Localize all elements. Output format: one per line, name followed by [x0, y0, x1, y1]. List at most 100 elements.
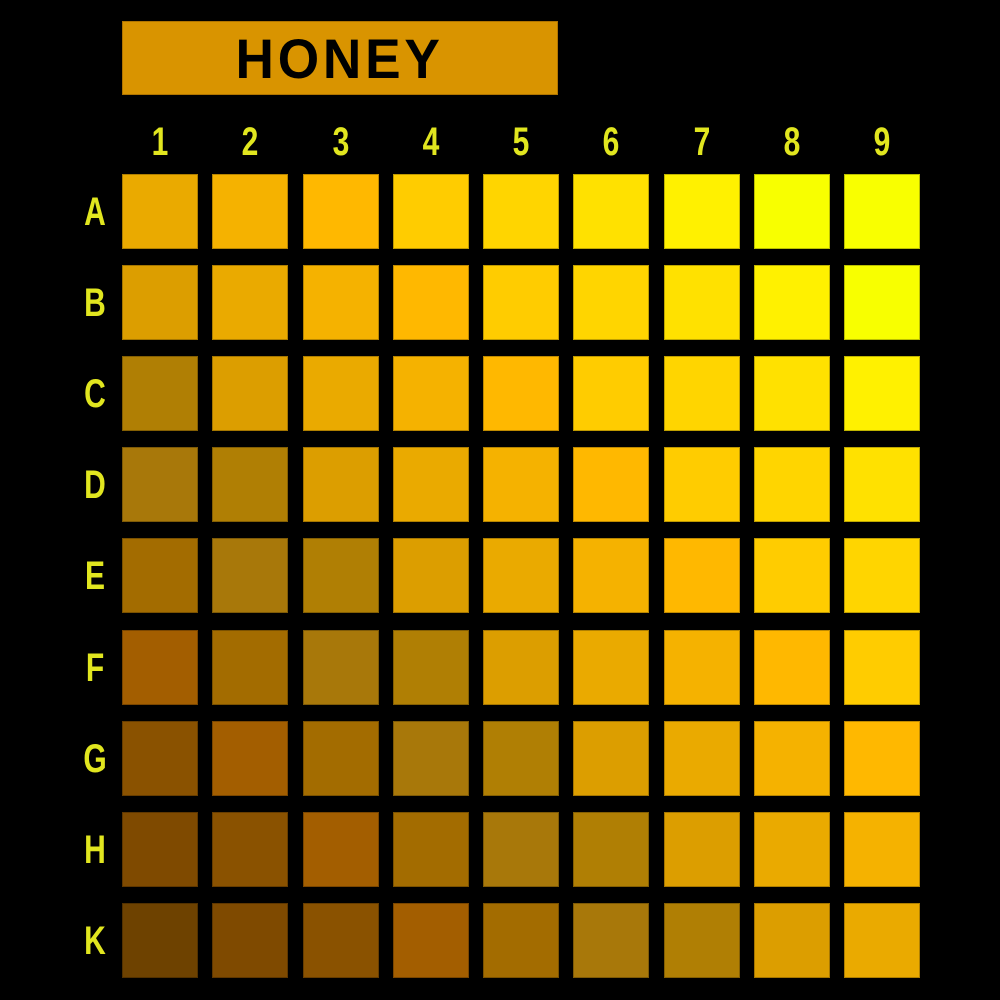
color-swatch-H5	[483, 811, 559, 887]
color-swatch-G3	[302, 720, 379, 796]
color-swatch-F9	[844, 629, 920, 705]
color-swatch-A4	[392, 174, 469, 249]
color-swatch-D4	[392, 447, 469, 523]
color-swatch-F5	[483, 629, 559, 705]
color-swatch-G4	[392, 720, 469, 796]
column-label: 4	[422, 120, 440, 164]
color-swatch-H9	[844, 811, 920, 887]
color-swatch-A2	[212, 174, 289, 249]
color-swatch-F3	[302, 629, 379, 705]
color-swatch-C9	[844, 356, 920, 432]
column-label: 1	[151, 120, 169, 164]
color-swatch-H8	[753, 811, 830, 887]
color-swatch-A3	[302, 174, 379, 249]
color-swatch-B7	[663, 265, 740, 341]
row-label: K	[84, 918, 106, 963]
chart-title: HONEY	[235, 26, 445, 90]
column-label: 3	[332, 120, 349, 164]
column-label: 2	[241, 120, 259, 164]
color-swatch-D5	[483, 447, 559, 523]
color-swatch-K5	[483, 902, 559, 978]
color-swatch-C4	[392, 356, 469, 432]
color-swatch-C8	[753, 356, 830, 432]
color-swatch-F6	[573, 629, 650, 705]
color-swatch-B2	[212, 265, 289, 341]
color-swatch-F7	[663, 629, 740, 705]
color-swatch-D3	[302, 447, 379, 523]
color-swatch-H3	[302, 811, 379, 887]
color-swatch-E3	[302, 538, 379, 614]
color-swatch-K8	[753, 902, 830, 978]
color-swatch-H2	[212, 811, 289, 887]
color-swatch-F1	[122, 629, 198, 705]
color-swatch-B9	[844, 265, 920, 341]
color-swatch-G1	[122, 720, 198, 796]
color-swatch-H7	[663, 811, 740, 887]
color-swatch-C7	[663, 356, 740, 432]
color-swatch-E4	[392, 538, 469, 614]
color-swatch-B1	[122, 265, 198, 341]
color-swatch-H1	[122, 811, 198, 887]
column-label: 6	[602, 120, 620, 164]
color-swatch-E8	[753, 538, 830, 614]
color-swatch-K3	[302, 902, 379, 978]
color-swatch-H6	[573, 811, 650, 887]
color-swatch-F8	[753, 629, 830, 705]
color-swatch-D9	[844, 447, 920, 523]
color-swatch-K7	[663, 902, 740, 978]
color-swatch-F4	[392, 629, 469, 705]
color-swatch-G7	[663, 720, 740, 796]
color-swatch-D6	[573, 447, 650, 523]
color-swatch-B3	[302, 265, 379, 341]
color-swatch-C6	[573, 356, 650, 432]
color-swatch-K4	[392, 902, 469, 978]
color-swatch-B8	[753, 265, 830, 341]
row-label: H	[84, 827, 106, 872]
color-swatch-G6	[573, 720, 650, 796]
color-swatch-E5	[483, 538, 559, 614]
color-swatch-D8	[753, 447, 830, 523]
color-swatch-F2	[212, 629, 289, 705]
row-label: D	[84, 463, 106, 508]
color-swatch-E1	[122, 538, 198, 614]
color-swatch-G2	[212, 720, 289, 796]
color-swatch-A9	[844, 174, 920, 249]
color-swatch-A7	[663, 174, 740, 249]
row-label: F	[85, 645, 105, 690]
color-swatch-K9	[844, 902, 920, 978]
color-swatch-A6	[573, 174, 650, 249]
column-label: 9	[873, 120, 891, 164]
color-swatch-A8	[753, 174, 830, 249]
color-swatch-C5	[483, 356, 559, 432]
color-swatch-C3	[302, 356, 379, 432]
color-swatch-C1	[122, 356, 198, 432]
color-swatch-E7	[663, 538, 740, 614]
color-swatch-K2	[212, 902, 289, 978]
column-label: 5	[512, 120, 530, 164]
row-label: E	[84, 554, 106, 599]
color-swatch-G5	[483, 720, 559, 796]
color-swatch-B6	[573, 265, 650, 341]
color-swatch-K6	[573, 902, 650, 978]
color-swatch-G8	[753, 720, 830, 796]
column-label: 7	[693, 120, 710, 164]
color-swatch-B5	[483, 265, 559, 341]
row-label: G	[83, 736, 107, 781]
color-swatch-G9	[844, 720, 920, 796]
color-swatch-A5	[483, 174, 559, 249]
color-swatch-H4	[392, 811, 469, 887]
color-swatch-E6	[573, 538, 650, 614]
row-label: B	[84, 281, 106, 326]
color-swatch-E9	[844, 538, 920, 614]
column-label: 8	[783, 120, 801, 164]
color-swatch-E2	[212, 538, 289, 614]
title-banner: HONEY	[122, 21, 558, 95]
row-label: C	[84, 372, 106, 417]
color-swatch-A1	[122, 174, 198, 249]
color-swatch-D1	[122, 447, 198, 523]
color-swatch-C2	[212, 356, 289, 432]
color-swatch-K1	[122, 902, 198, 978]
row-label: A	[84, 190, 106, 234]
color-swatch-D7	[663, 447, 740, 523]
color-swatch-D2	[212, 447, 289, 523]
